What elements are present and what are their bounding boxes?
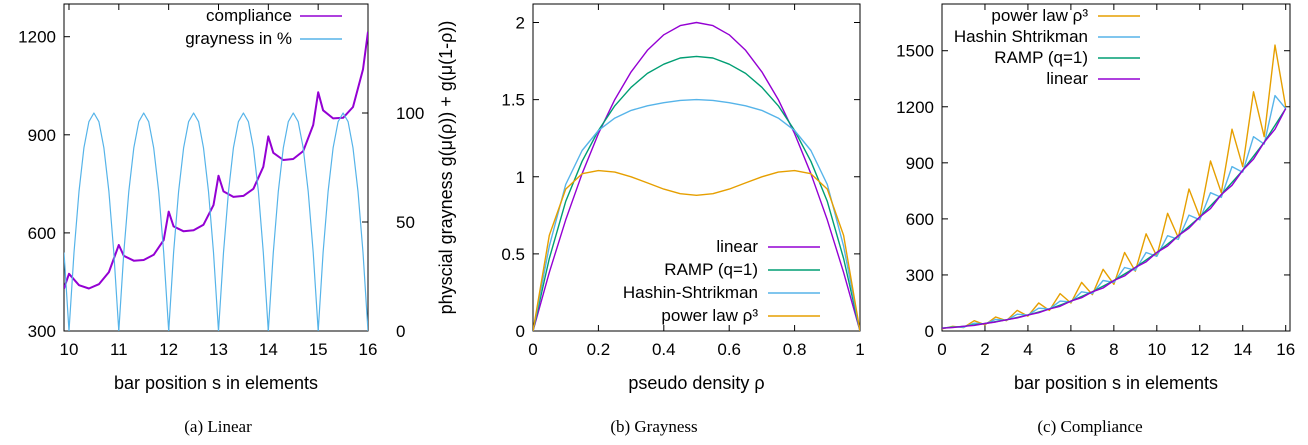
series-line-1 <box>942 94 1287 329</box>
x-tick-label: 14 <box>1233 340 1252 359</box>
y-tick-label: 1.5 <box>501 91 525 110</box>
plot-frame <box>941 3 1291 332</box>
x-tick-label: 10 <box>1147 340 1166 359</box>
caption-linear: (a) Linear <box>184 417 252 436</box>
x-tick-label: 2 <box>980 340 989 359</box>
x-tick-label: 11 <box>110 340 128 359</box>
y-tick-label: 1500 <box>896 42 934 61</box>
legend-label: linear <box>1046 69 1088 88</box>
series-line-0 <box>942 44 1287 330</box>
legend-label: Hashin Shtrikman <box>954 27 1088 46</box>
chart-linear: 10 11 12 13 14 15 16 300 600 900 1200 0 50 100 bar pos… <box>18 3 424 393</box>
legend-label: RAMP (q=1) <box>664 260 758 279</box>
legend-label: linear <box>716 237 758 256</box>
x-tick-label: 6 <box>1066 340 1075 359</box>
y-tick-label: 300 <box>28 322 56 341</box>
x-tick-label: 0.4 <box>652 340 676 359</box>
y2-tick-label: 100 <box>396 104 424 123</box>
y-axis-label: physcial grayness g(μ(ρ)) + g(μ(1-ρ)) <box>436 21 456 315</box>
chart-grayness: 0 0.2 0.4 0.6 0.8 1 0 0.5 1 1.5 2 pseudo density ρ p… <box>436 3 865 393</box>
y-tick-label: 1 <box>516 168 525 187</box>
panel-compliance: 0 2 4 6 8 10 12 14 16 0 300 600 900 1200 1500 bar posit… <box>872 0 1308 445</box>
x-tick-label: 0 <box>937 340 946 359</box>
series-line-1 <box>64 112 368 331</box>
caption-grayness: (b) Grayness <box>610 417 698 436</box>
y-tick-label: 900 <box>906 154 934 173</box>
series-line-0 <box>64 31 368 290</box>
x-tick-label: 14 <box>259 340 278 359</box>
x-axis-label: bar position s in elements <box>1014 373 1218 393</box>
y-tick-label: 2 <box>516 14 525 33</box>
x-tick-label: 0 <box>528 340 537 359</box>
x-tick-label: 10 <box>60 340 79 359</box>
series-line-3 <box>533 169 860 331</box>
x-tick-label: 13 <box>209 340 228 359</box>
x-tick-label: 4 <box>1023 340 1032 359</box>
y-tick-label: 600 <box>906 210 934 229</box>
panel-grayness: 0 0.2 0.4 0.6 0.8 1 0 0.5 1 1.5 2 pseudo density ρ p… <box>436 0 872 445</box>
plot-frame <box>63 3 369 332</box>
y-tick-label: 1200 <box>18 28 56 47</box>
x-tick-label: 1 <box>855 340 864 359</box>
plot-frame <box>532 3 861 332</box>
y-tick-label: 300 <box>906 266 934 285</box>
x-tick-label: 16 <box>1276 340 1295 359</box>
legend-label: Hashin-Shtrikman <box>623 283 758 302</box>
y-tick-label: 600 <box>28 224 56 243</box>
x-axis-label: pseudo density ρ <box>628 373 764 393</box>
y2-tick-label: 0 <box>396 322 405 341</box>
x-tick-label: 12 <box>1190 340 1209 359</box>
series-line-2 <box>533 98 860 331</box>
series-line-2 <box>942 108 1287 329</box>
x-tick-label: 0.8 <box>783 340 807 359</box>
legend-label: power law ρ³ <box>991 6 1088 25</box>
y-tick-label: 1200 <box>896 98 934 117</box>
chart-compliance: 0 2 4 6 8 10 12 14 16 0 300 600 900 1200 1500 bar posit… <box>896 3 1295 393</box>
y-tick-label: 0 <box>516 322 525 341</box>
x-tick-label: 15 <box>309 340 328 359</box>
x-tick-label: 8 <box>1109 340 1118 359</box>
x-tick-label: 0.6 <box>717 340 741 359</box>
legend-label: RAMP (q=1) <box>994 48 1088 67</box>
legend: compliance grayness in % <box>185 6 342 48</box>
legend-label: compliance <box>206 6 292 25</box>
x-tick-label: 12 <box>159 340 178 359</box>
series-line-1 <box>533 55 860 331</box>
x-axis-label: bar position s in elements <box>114 373 318 393</box>
y-tick-label: 0.5 <box>501 245 525 264</box>
x-tick-label: 0.2 <box>587 340 611 359</box>
y-tick-label: 0 <box>925 322 934 341</box>
legend: power law ρ³ Hashin Shtrikman RAMP (q=1) li… <box>954 6 1140 88</box>
legend-label: power law ρ³ <box>661 306 758 325</box>
series-line-3 <box>942 108 1287 329</box>
caption-compliance: (c) Compliance <box>1037 417 1143 436</box>
legend-label: grayness in % <box>185 29 292 48</box>
x-tick-label: 16 <box>359 340 378 359</box>
y-tick-label: 900 <box>28 126 56 145</box>
panel-linear: 10 11 12 13 14 15 16 300 600 900 1200 0 50 100 bar pos… <box>0 0 436 445</box>
y2-tick-label: 50 <box>396 213 415 232</box>
series-line-0 <box>533 21 860 331</box>
legend: linear RAMP (q=1) Hashin-Shtrikman power la… <box>623 237 820 325</box>
